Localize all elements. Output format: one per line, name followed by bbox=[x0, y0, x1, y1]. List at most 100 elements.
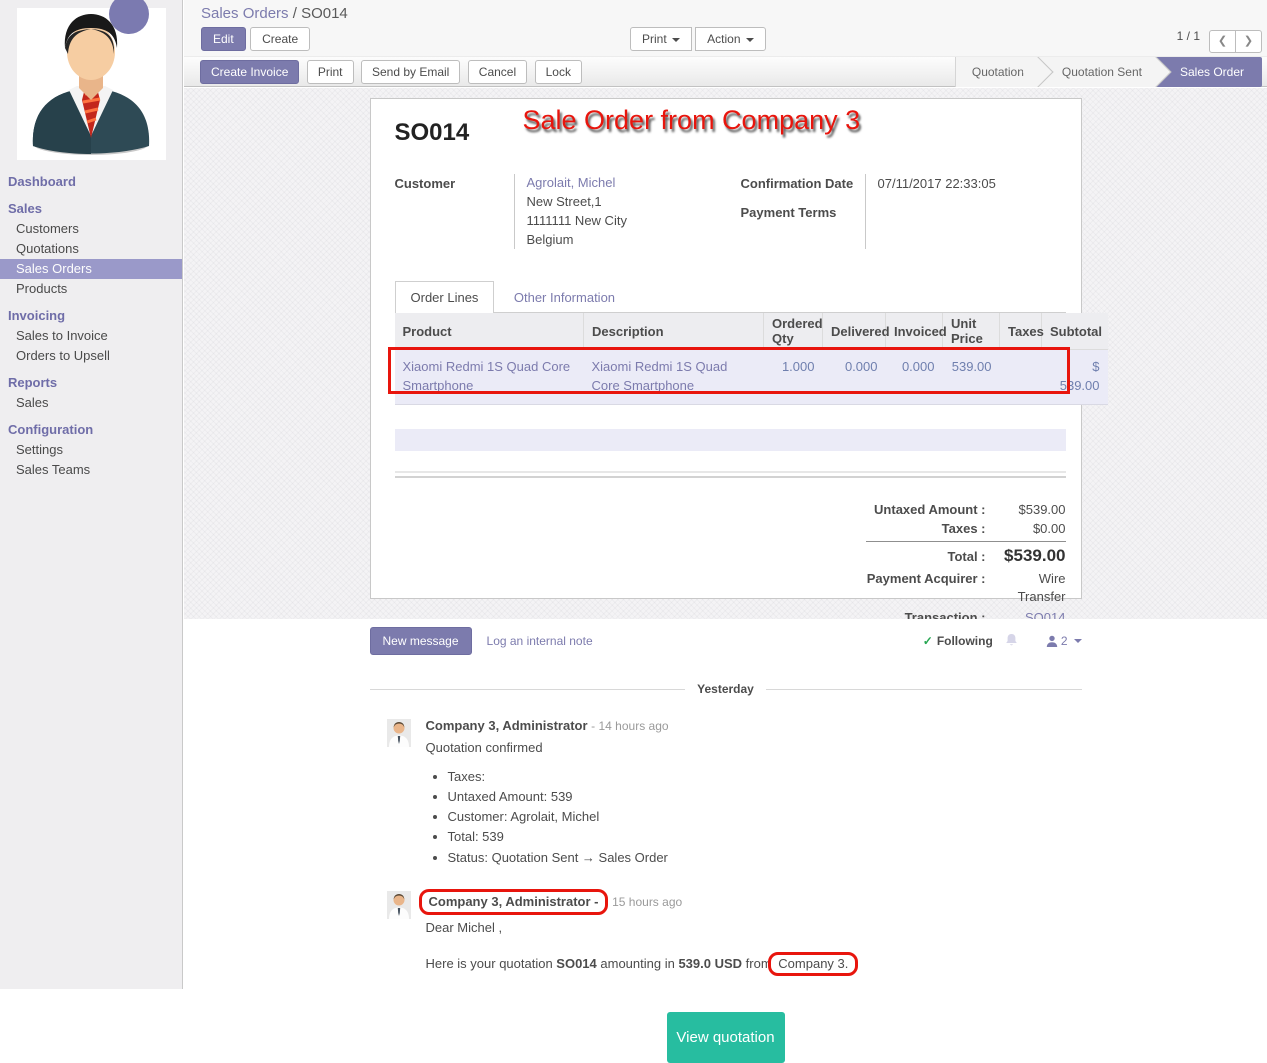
sidebar-item-quotations[interactable]: Quotations bbox=[16, 241, 79, 256]
sidebar-item-orders-to-upsell[interactable]: Orders to Upsell bbox=[16, 348, 110, 363]
message-body: Here is your quotation SO014 amounting i… bbox=[426, 951, 1082, 976]
tracking-item: Customer: Agrolait, Michel bbox=[448, 807, 1082, 827]
log-internal-note-link[interactable]: Log an internal note bbox=[486, 634, 593, 648]
sidebar-item-sales[interactable]: Sales bbox=[8, 201, 42, 216]
sidebar-menu: Dashboard Sales Customers Quotations Sal… bbox=[0, 172, 182, 480]
sidebar-item-sales-to-invoice[interactable]: Sales to Invoice bbox=[16, 328, 108, 343]
message-author-avatar bbox=[386, 890, 411, 919]
sidebar-item-invoicing[interactable]: Invoicing bbox=[8, 308, 66, 323]
col-invoiced[interactable]: Invoiced bbox=[885, 313, 947, 351]
customer-address-line: Belgium bbox=[526, 231, 574, 247]
col-delivered[interactable]: Delivered bbox=[822, 313, 890, 351]
sidebar-item-customers[interactable]: Customers bbox=[16, 221, 79, 236]
sidebar-item-sales-teams[interactable]: Sales Teams bbox=[16, 462, 91, 477]
stage-quotation-sent[interactable]: Quotation Sent bbox=[1037, 57, 1172, 87]
col-subtotal[interactable]: Subtotal bbox=[1041, 313, 1108, 351]
annotation-company-box: Company 3. bbox=[768, 951, 859, 976]
lock-button[interactable]: Lock bbox=[534, 60, 582, 84]
statusbar: Create Invoice Print Send by Email Cance… bbox=[184, 56, 1267, 87]
cell-unit-price: 539.00 bbox=[942, 349, 1000, 405]
bell-icon[interactable] bbox=[1005, 633, 1018, 650]
table-row[interactable]: Xiaomi Redmi 1S Quad Core Smartphone Xia… bbox=[394, 349, 1108, 405]
cell-invoiced: 0.000 bbox=[885, 349, 943, 405]
quote-text: from bbox=[742, 955, 776, 971]
col-taxes[interactable]: Taxes bbox=[999, 313, 1044, 351]
create-button[interactable]: Create bbox=[250, 27, 311, 51]
col-unit-price[interactable]: Unit Price bbox=[942, 313, 1000, 351]
cancel-button[interactable]: Cancel bbox=[467, 60, 528, 84]
new-message-button[interactable]: New message bbox=[369, 627, 472, 655]
pager-next-icon[interactable]: ❯ bbox=[1235, 30, 1262, 53]
create-invoice-button[interactable]: Create Invoice bbox=[200, 60, 300, 84]
send-by-email-button[interactable]: Send by Email bbox=[360, 60, 461, 84]
message-timestamp: 15 hours ago bbox=[612, 894, 683, 909]
pager-previous-icon[interactable]: ❮ bbox=[1209, 30, 1236, 53]
payment-acquirer-value: Wire Transfer bbox=[1017, 571, 1066, 605]
breadcrumb-sales-orders[interactable]: Sales Orders bbox=[201, 5, 289, 22]
chatter: New message Log an internal note ✓ Follo… bbox=[184, 619, 1267, 1063]
tab-other-information[interactable]: Other Information bbox=[513, 290, 616, 306]
print-dropdown-button[interactable]: Print bbox=[630, 27, 692, 51]
sidebar-item-products[interactable]: Products bbox=[16, 281, 68, 296]
cell-delivered: 0.000 bbox=[822, 349, 886, 405]
col-ordered-qty[interactable]: Ordered Qty bbox=[763, 313, 823, 351]
confirmation-date-text: 07/11/2017 22:33:05 bbox=[877, 176, 996, 191]
chevron-down-icon bbox=[745, 37, 754, 42]
stage-quotation[interactable]: Quotation bbox=[954, 57, 1054, 87]
stage-quotation-sent-label: Quotation Sent bbox=[1061, 65, 1142, 79]
total-label: Total : bbox=[947, 549, 986, 565]
message: Company 3, Administrator - 15 hours ago … bbox=[370, 888, 1082, 976]
print-button[interactable]: Print bbox=[306, 60, 354, 84]
stage-sales-order[interactable]: Sales Order bbox=[1155, 57, 1262, 87]
message-timestamp: - 14 hours ago bbox=[591, 719, 669, 733]
payment-acquirer-label: Payment Acquirer : bbox=[866, 571, 986, 587]
date-divider: Yesterday bbox=[369, 682, 1082, 696]
chevron-down-icon bbox=[671, 37, 680, 42]
tracking-item: Status: Quotation Sent → Sales Order bbox=[448, 848, 1082, 868]
quote-amount: 539.0 USD bbox=[678, 955, 743, 971]
sidebar-item-sales-orders[interactable]: Sales Orders bbox=[0, 259, 182, 279]
sidebar-item-reports-sales[interactable]: Sales bbox=[16, 395, 49, 410]
stage-sales-order-label: Sales Order bbox=[1179, 65, 1244, 79]
print-label: Print bbox=[642, 32, 667, 46]
quote-company: Company 3. bbox=[778, 955, 849, 971]
pager: 1 / 1 ❮ ❯ bbox=[1177, 29, 1262, 53]
message-author[interactable]: Company 3, Administrator - bbox=[428, 893, 599, 909]
action-dropdown-button[interactable]: Action bbox=[695, 27, 766, 51]
sidebar-item-reports[interactable]: Reports bbox=[8, 375, 58, 390]
message-author[interactable]: Company 3, Administrator bbox=[425, 718, 588, 733]
sidebar-item-configuration[interactable]: Configuration bbox=[8, 422, 94, 437]
sidebar-item-settings[interactable]: Settings bbox=[16, 442, 63, 457]
col-description[interactable]: Description bbox=[583, 313, 764, 351]
user-avatar bbox=[17, 8, 166, 160]
main-area: Sales Orders / SO014 Edit Create Print A… bbox=[184, 0, 1267, 1063]
message-body: Quotation confirmed bbox=[425, 740, 543, 755]
followers-dropdown[interactable]: 2 bbox=[1046, 634, 1082, 648]
edit-button[interactable]: Edit bbox=[201, 27, 246, 51]
sale-order-sheet: SO014 Sale Order from Company 3 Customer… bbox=[369, 98, 1108, 625]
taxes-value: $0.00 bbox=[1032, 521, 1066, 537]
order-lines-table: Product Description Ordered Qty Delivere… bbox=[394, 313, 1108, 405]
cell-taxes bbox=[999, 349, 1042, 405]
tracking-item: Taxes: bbox=[448, 767, 1082, 787]
cell-product[interactable]: Xiaomi Redmi 1S Quad Core Smartphone bbox=[394, 349, 584, 405]
customer-label: Customer bbox=[394, 176, 456, 191]
notification-circle bbox=[109, 0, 149, 34]
control-panel: Sales Orders / SO014 Edit Create Print A… bbox=[184, 0, 1267, 56]
view-quotation-button[interactable]: View quotation bbox=[666, 1011, 785, 1063]
tracking-values-list: Taxes: Untaxed Amount: 539 Customer: Agr… bbox=[426, 767, 1082, 868]
annotation-author-box: Company 3, Administrator - bbox=[418, 888, 609, 915]
cell-ordered-qty: 1.000 bbox=[763, 349, 823, 405]
sidebar-item-dashboard[interactable]: Dashboard bbox=[8, 174, 76, 189]
tab-order-lines[interactable]: Order Lines bbox=[394, 281, 495, 315]
untaxed-amount-label: Untaxed Amount : bbox=[874, 502, 986, 518]
total-value: $539.00 bbox=[1004, 546, 1066, 566]
following-toggle[interactable]: Following bbox=[936, 634, 993, 648]
chevron-down-icon bbox=[1073, 639, 1082, 643]
col-product[interactable]: Product bbox=[394, 313, 584, 351]
notebook-tabs: Order Lines Other Information bbox=[394, 280, 1066, 315]
annotation-title: Sale Order from Company 3 bbox=[522, 105, 861, 135]
cell-subtotal: $ 539.00 bbox=[1041, 349, 1108, 405]
followers-count: 2 bbox=[1060, 634, 1068, 648]
customer-name-link[interactable]: Agrolait, Michel bbox=[526, 175, 616, 190]
